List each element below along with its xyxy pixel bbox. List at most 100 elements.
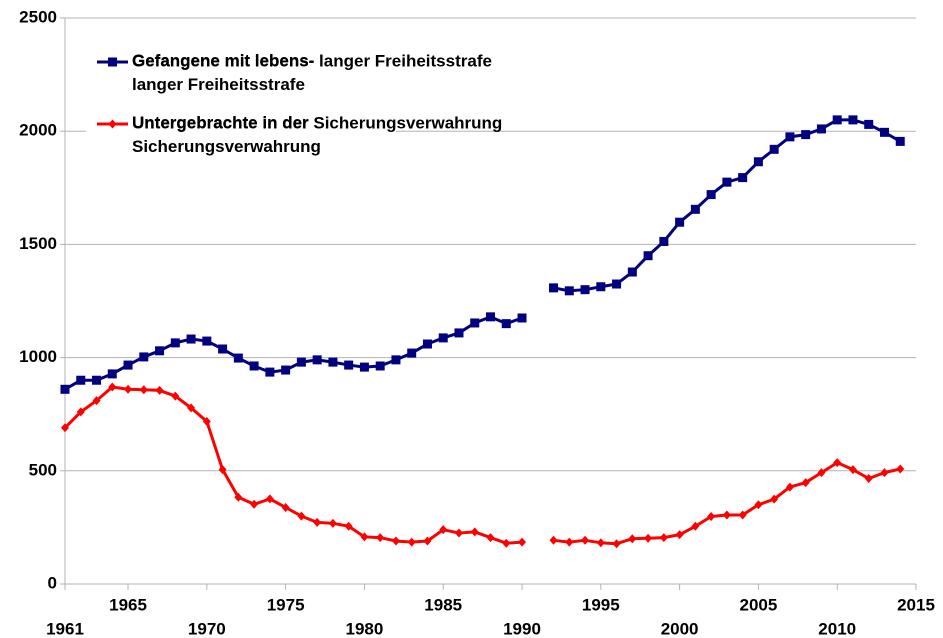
data-point: [518, 537, 527, 547]
data-point: [659, 236, 669, 246]
x-tick-label: 2010: [818, 619, 856, 638]
x-tick-label: 1985: [424, 595, 462, 614]
data-point: [139, 385, 148, 395]
legend-marker-g: [108, 57, 117, 67]
data-point: [754, 500, 763, 510]
x-tick-label: 2005: [739, 595, 777, 614]
y-tick-label: 2000: [19, 121, 57, 140]
data-point: [454, 328, 464, 338]
legend-marker-g: [108, 119, 117, 129]
y-tick-label: 2500: [19, 7, 57, 26]
data-point: [328, 357, 338, 367]
data-point: [297, 511, 306, 521]
data-point: [407, 537, 416, 547]
data-point: [155, 385, 164, 395]
data-point: [218, 344, 228, 354]
data-point: [581, 535, 590, 545]
x-tick-label: 1980: [346, 619, 384, 638]
data-point: [486, 312, 495, 322]
data-point: [707, 512, 716, 522]
data-point: [486, 533, 495, 543]
series-markers: [60, 115, 905, 394]
data-point: [61, 423, 69, 433]
data-point: [422, 339, 432, 349]
data-point: [123, 360, 133, 370]
data-point: [60, 384, 70, 394]
y-tick-label: 1500: [19, 234, 57, 253]
data-point: [596, 282, 606, 292]
x-tick-label: 1965: [109, 595, 147, 614]
data-point: [423, 536, 432, 546]
data-point: [265, 494, 274, 504]
data-point: [722, 510, 731, 520]
data-point: [391, 355, 401, 365]
data-point: [628, 534, 637, 544]
data-point: [139, 352, 149, 362]
data-point: [470, 527, 479, 537]
legend-box: [86, 38, 396, 168]
data-point: [880, 468, 889, 478]
data-point: [359, 362, 369, 372]
data-point: [801, 478, 810, 488]
data-point: [502, 538, 511, 548]
data-point: [250, 499, 259, 509]
data-point: [391, 536, 400, 546]
data-point: [612, 539, 621, 549]
x-tick-label: 2015: [897, 595, 935, 614]
data-point: [864, 473, 873, 483]
data-point: [706, 190, 716, 200]
data-point: [249, 361, 259, 371]
data-point: [313, 517, 322, 527]
x-tick-label: 1970: [188, 619, 226, 638]
legend-marker: [108, 119, 117, 129]
data-point: [896, 464, 905, 474]
data-point: [501, 319, 511, 329]
data-point: [439, 525, 448, 535]
data-point: [155, 346, 165, 356]
data-point: [832, 115, 842, 125]
data-point: [470, 318, 480, 328]
data-point: [376, 533, 385, 543]
data-point: [360, 532, 369, 542]
data-point: [565, 537, 574, 547]
x-tick-label: 1961: [46, 619, 84, 638]
data-point: [170, 338, 180, 348]
data-point: [785, 132, 795, 142]
data-point: [785, 482, 794, 492]
data-point: [848, 465, 857, 475]
data-point: [186, 334, 196, 344]
data-point: [549, 283, 559, 293]
data-point: [92, 396, 101, 406]
x-tick-label: 1995: [582, 595, 620, 614]
data-point: [659, 533, 668, 543]
data-point: [643, 251, 653, 261]
data-point: [612, 279, 622, 289]
data-point: [738, 510, 747, 520]
data-point: [407, 348, 417, 358]
data-point: [108, 382, 117, 392]
data-point: [895, 136, 905, 146]
data-point: [328, 518, 337, 528]
data-point: [281, 502, 290, 512]
data-point: [596, 538, 605, 548]
data-point: [344, 360, 354, 370]
data-point: [564, 286, 574, 296]
data-point: [675, 530, 684, 540]
data-point: [202, 336, 212, 346]
x-tick-label: 1990: [503, 619, 541, 638]
data-point: [691, 521, 700, 531]
y-tick-label: 1000: [19, 347, 57, 366]
data-point: [769, 144, 779, 154]
data-point: [549, 535, 558, 545]
y-tick-label: 0: [48, 573, 57, 592]
data-point: [265, 367, 275, 377]
data-point: [627, 267, 637, 277]
data-point: [644, 533, 653, 543]
data-point: [344, 521, 353, 531]
data-point: [171, 391, 180, 401]
x-tick-label: 1975: [267, 595, 305, 614]
x-tick-label: 2000: [661, 619, 699, 638]
data-point: [833, 458, 842, 468]
data-point: [438, 333, 448, 343]
data-point: [738, 173, 748, 183]
